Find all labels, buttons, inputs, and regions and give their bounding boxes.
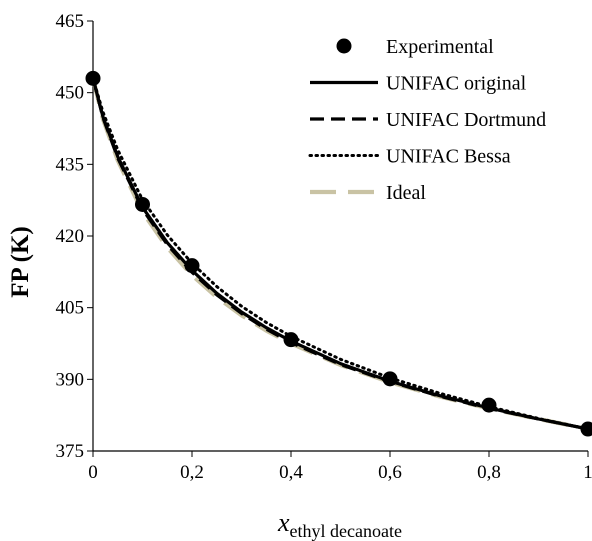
- series-line-unifac-dortmund: [91, 77, 589, 431]
- y-tick-label: 405: [56, 298, 85, 319]
- axis-ticks: 375 390 405 420 435 450 465 0 0,2 0,4 0,6 0,8 1: [56, 11, 592, 483]
- legend-swatch-marker: [336, 38, 352, 54]
- legend-item: UNIFAC Dortmund: [310, 109, 546, 131]
- legend-item: UNIFAC original: [310, 73, 527, 95]
- legend: Experimental UNIFAC original UNIFAC Dortmu…: [305, 27, 588, 210]
- x-axis-label: xethyl decanoate: [277, 508, 402, 541]
- data-point-experimental: [85, 70, 101, 86]
- data-point-experimental: [580, 421, 592, 437]
- legend-label: Experimental: [386, 36, 494, 58]
- x-axis-label-sub: ethyl decanoate: [290, 521, 402, 541]
- x-tick-label: 0,8: [477, 462, 501, 483]
- x-axis-label-main: x: [277, 508, 290, 537]
- y-tick-label: 435: [56, 154, 85, 175]
- x-tick-label: 0: [88, 462, 98, 483]
- markers-layer: [85, 70, 592, 437]
- y-tick-label: 450: [56, 83, 85, 104]
- data-point-experimental: [481, 397, 497, 413]
- legend-label: UNIFAC Bessa: [386, 146, 511, 168]
- x-tick-label: 0,6: [378, 462, 402, 483]
- x-tick-label: 0,2: [180, 462, 204, 483]
- y-tick-label: 375: [56, 441, 85, 462]
- data-point-experimental: [184, 258, 200, 274]
- x-tick-label: 1: [583, 462, 592, 483]
- legend-item: Experimental: [336, 36, 494, 58]
- y-tick-label: 465: [56, 11, 85, 32]
- legend-item: UNIFAC Bessa: [308, 146, 511, 168]
- series-layer: [90, 76, 590, 432]
- x-tick-label: 0,4: [279, 462, 303, 483]
- y-tick-label: 420: [56, 226, 85, 247]
- data-point-experimental: [382, 371, 398, 387]
- legend-label: UNIFAC original: [386, 73, 527, 95]
- y-tick-label: 390: [56, 369, 85, 390]
- data-point-experimental: [283, 332, 299, 348]
- data-point-experimental: [135, 196, 150, 212]
- legend-item: Ideal: [310, 182, 426, 204]
- y-axis-label: FP (K): [7, 226, 34, 298]
- legend-label: UNIFAC Dortmund: [386, 109, 546, 131]
- series-line-unifac-bessa: [91, 76, 590, 431]
- legend-label: Ideal: [386, 182, 426, 204]
